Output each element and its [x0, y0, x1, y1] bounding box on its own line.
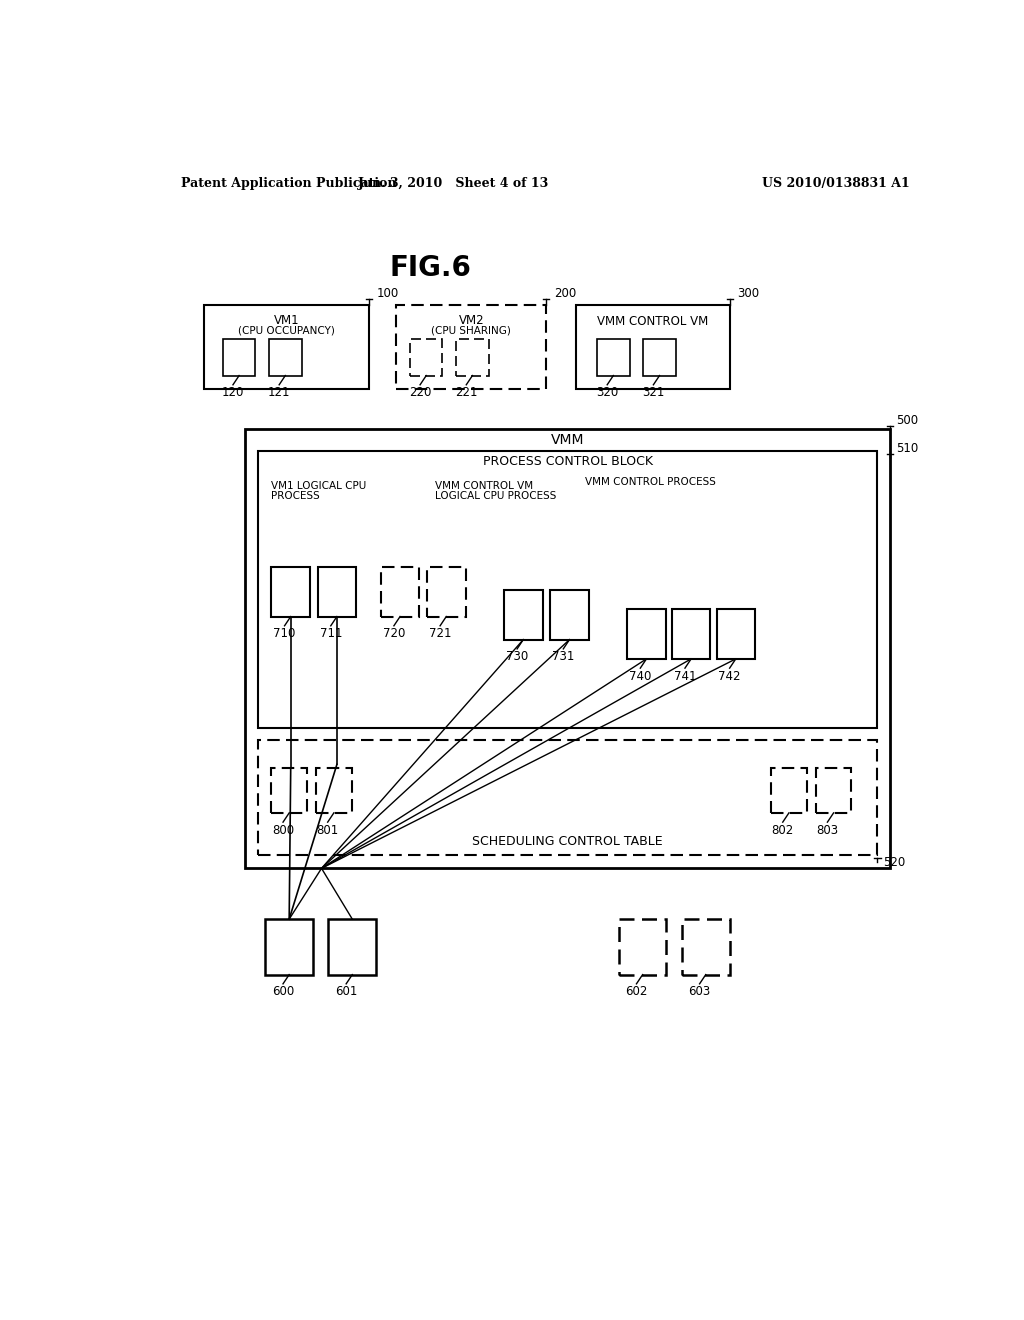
Bar [457, 339, 488, 376]
Text: 742: 742 [719, 669, 741, 682]
Bar [628, 609, 666, 659]
Text: 221: 221 [455, 387, 477, 400]
Text: 121: 121 [268, 387, 291, 400]
Text: LOGICAL CPU PROCESS: LOGICAL CPU PROCESS [435, 491, 556, 500]
Bar [258, 451, 878, 729]
Bar [223, 339, 255, 376]
Text: 120: 120 [222, 387, 244, 400]
Text: 721: 721 [429, 627, 452, 640]
Text: VM1 LOGICAL CPU: VM1 LOGICAL CPU [271, 480, 367, 491]
Bar [316, 768, 351, 813]
Text: 601: 601 [335, 985, 357, 998]
Text: 321: 321 [642, 387, 665, 400]
Bar [204, 305, 370, 389]
Bar [329, 919, 376, 974]
Bar [410, 339, 442, 376]
Text: 741: 741 [674, 669, 696, 682]
Text: 801: 801 [316, 824, 339, 837]
Text: 740: 740 [629, 669, 651, 682]
Bar [643, 339, 676, 376]
Bar [504, 590, 543, 640]
Bar [597, 339, 630, 376]
Text: 520: 520 [884, 857, 906, 870]
Text: 602: 602 [626, 985, 647, 998]
Text: VMM CONTROL PROCESS: VMM CONTROL PROCESS [585, 477, 716, 487]
Text: Jun. 3, 2010   Sheet 4 of 13: Jun. 3, 2010 Sheet 4 of 13 [358, 177, 550, 190]
Bar [550, 590, 589, 640]
Text: 803: 803 [816, 824, 839, 837]
Text: 320: 320 [596, 387, 618, 400]
Text: 220: 220 [409, 387, 431, 400]
Text: 200: 200 [554, 288, 577, 301]
Bar [271, 768, 307, 813]
Bar [618, 919, 667, 974]
Bar [381, 566, 419, 616]
Bar [396, 305, 547, 389]
Text: VMM: VMM [551, 433, 584, 447]
Text: 711: 711 [319, 627, 342, 640]
Text: Patent Application Publication: Patent Application Publication [180, 177, 396, 190]
Text: 802: 802 [772, 824, 794, 837]
Text: PROCESS: PROCESS [271, 491, 321, 500]
Text: (CPU SHARING): (CPU SHARING) [431, 326, 511, 335]
Text: US 2010/0138831 A1: US 2010/0138831 A1 [762, 177, 909, 190]
Bar [269, 339, 301, 376]
Text: 600: 600 [272, 985, 294, 998]
Text: 510: 510 [896, 442, 919, 455]
Bar [245, 429, 890, 869]
Bar [265, 919, 313, 974]
Text: 800: 800 [272, 824, 294, 837]
Text: 300: 300 [737, 288, 760, 301]
Bar [317, 566, 356, 616]
Text: 720: 720 [383, 627, 406, 640]
Bar [717, 609, 755, 659]
Text: VMM CONTROL VM: VMM CONTROL VM [597, 315, 709, 329]
Text: 500: 500 [896, 413, 919, 426]
Text: VM1: VM1 [273, 314, 299, 326]
Text: (CPU OCCUPANCY): (CPU OCCUPANCY) [238, 326, 335, 335]
Text: 603: 603 [688, 985, 711, 998]
Text: FIG.6: FIG.6 [390, 253, 472, 281]
Text: 731: 731 [552, 651, 574, 664]
Text: 100: 100 [377, 288, 399, 301]
Text: VMM CONTROL VM: VMM CONTROL VM [435, 480, 532, 491]
Text: PROCESS CONTROL BLOCK: PROCESS CONTROL BLOCK [482, 455, 652, 469]
Bar [682, 919, 730, 974]
Bar [271, 566, 310, 616]
Bar [427, 566, 466, 616]
Text: 730: 730 [506, 651, 528, 664]
Text: SCHEDULING CONTROL TABLE: SCHEDULING CONTROL TABLE [472, 834, 663, 847]
Bar [575, 305, 730, 389]
Bar [816, 768, 851, 813]
Bar [672, 609, 711, 659]
Text: VM2: VM2 [459, 314, 484, 326]
Bar [258, 739, 878, 855]
Bar [771, 768, 807, 813]
Text: 710: 710 [273, 627, 296, 640]
